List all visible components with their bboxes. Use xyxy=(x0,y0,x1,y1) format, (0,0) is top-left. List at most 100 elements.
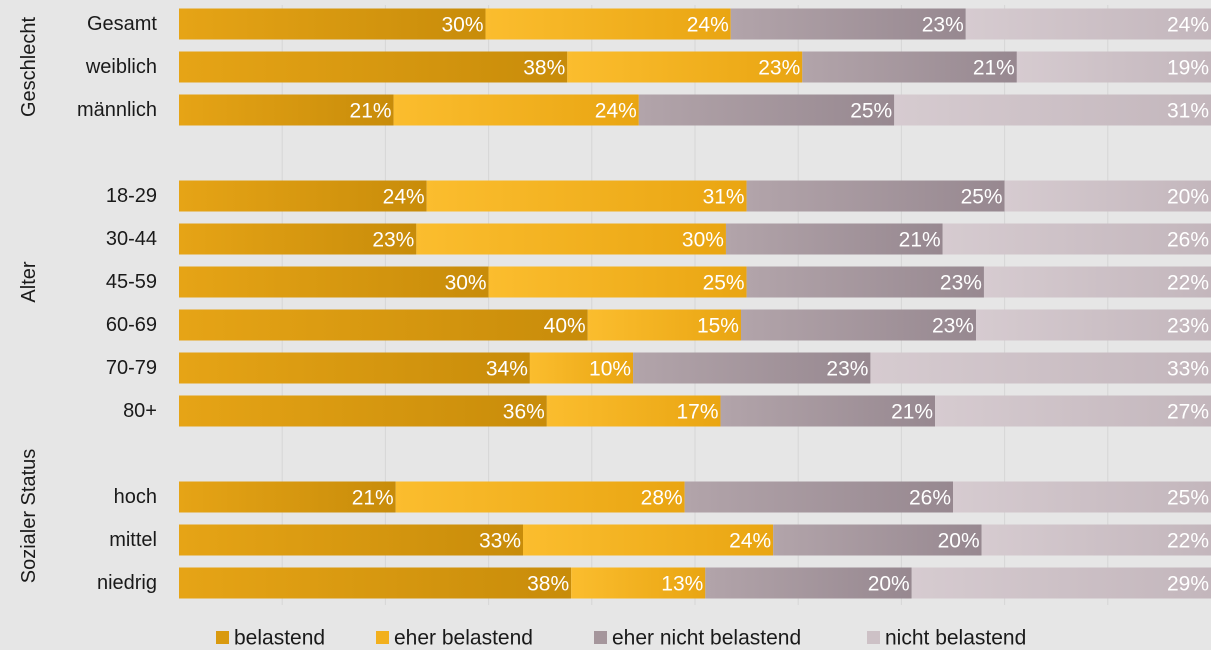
category-label: hoch xyxy=(114,486,157,508)
value-label: 25% xyxy=(703,272,745,295)
legend-label: nicht belastend xyxy=(885,627,1026,650)
value-label: 17% xyxy=(677,401,719,424)
category-label: mittel xyxy=(109,529,157,551)
category-label: niedrig xyxy=(97,572,157,594)
value-label: 23% xyxy=(1167,315,1209,338)
bar-segment xyxy=(705,567,912,599)
value-label: 19% xyxy=(1167,57,1209,80)
legend-item: eher nicht belastend xyxy=(594,627,801,650)
legend-item: nicht belastend xyxy=(867,627,1026,650)
bar-segment xyxy=(523,524,774,556)
bar-segment xyxy=(730,8,966,40)
group-label: Sozialer Status xyxy=(18,449,40,584)
value-label: 22% xyxy=(1167,530,1209,553)
bar-segment xyxy=(746,180,1005,212)
value-label: 25% xyxy=(850,100,892,123)
value-label: 24% xyxy=(687,14,729,37)
bar-segment xyxy=(179,395,547,427)
bar-segment xyxy=(546,395,721,427)
bar-segment xyxy=(981,524,1211,556)
bar-segment xyxy=(802,51,1017,83)
category-label: weiblich xyxy=(85,56,157,78)
bar-segment xyxy=(1016,51,1211,83)
value-label: 24% xyxy=(1167,14,1209,37)
bar-segment xyxy=(179,180,427,212)
value-label: 33% xyxy=(1167,358,1209,381)
bar-segment xyxy=(587,309,741,341)
value-label: 30% xyxy=(442,14,484,37)
bar-segment xyxy=(638,94,895,126)
value-label: 30% xyxy=(445,272,487,295)
value-label: 38% xyxy=(523,57,565,80)
value-label: 22% xyxy=(1167,272,1209,295)
bar-segment xyxy=(746,266,984,298)
bar-segment xyxy=(179,481,396,513)
group-label: Geschlecht xyxy=(18,17,40,117)
bar-row: mittel 33% 24% 20% 22% xyxy=(109,524,1211,556)
bar-segment xyxy=(725,223,943,255)
bar-row: 60-69 40% 15% 23% 23% xyxy=(106,309,1211,341)
value-label: 15% xyxy=(697,315,739,338)
value-label: 40% xyxy=(544,315,586,338)
value-label: 26% xyxy=(1167,229,1209,252)
category-label: 18-29 xyxy=(106,185,157,207)
value-label: 29% xyxy=(1167,573,1209,596)
value-label: 34% xyxy=(486,358,528,381)
value-label: 24% xyxy=(383,186,425,209)
legend-swatch xyxy=(867,631,880,644)
bar-segment xyxy=(911,567,1211,599)
bar-row: männlich 21% 24% 25% 31% xyxy=(77,94,1211,126)
value-label: 21% xyxy=(973,57,1015,80)
value-label: 38% xyxy=(527,573,569,596)
group-labels: Geschlecht Alter Sozialer Status xyxy=(18,17,40,584)
value-label: 26% xyxy=(909,487,951,510)
bar-segment xyxy=(942,223,1211,255)
bar-segment xyxy=(485,8,731,40)
legend-label: belastend xyxy=(234,627,325,650)
bar-segment xyxy=(426,180,747,212)
category-label: Gesamt xyxy=(87,13,157,35)
bar-segment xyxy=(179,352,530,384)
value-label: 25% xyxy=(961,186,1003,209)
bar-segment xyxy=(179,266,489,298)
value-label: 13% xyxy=(661,573,703,596)
bar-segment xyxy=(935,395,1211,427)
bar-segment xyxy=(571,567,706,599)
category-label: männlich xyxy=(77,99,157,121)
value-label: 10% xyxy=(589,358,631,381)
value-label: 36% xyxy=(503,401,545,424)
value-label: 21% xyxy=(352,487,394,510)
bar-row: 30-44 23% 30% 21% 26% xyxy=(106,223,1211,255)
bar-row: weiblich 38% 23% 21% 19% xyxy=(85,51,1211,83)
value-label: 20% xyxy=(1167,186,1209,209)
bar-row: 18-29 24% 31% 25% 20% xyxy=(106,180,1211,212)
bar-segment xyxy=(894,94,1211,126)
value-label: 27% xyxy=(1167,401,1209,424)
legend-swatch xyxy=(594,631,607,644)
bar-segment xyxy=(965,8,1211,40)
value-label: 21% xyxy=(899,229,941,252)
bar-segment xyxy=(975,309,1211,341)
category-label: 70-79 xyxy=(106,357,157,379)
bar-row: hoch 21% 28% 26% 25% xyxy=(114,481,1211,513)
legend-item: belastend xyxy=(216,627,325,650)
bar-segment xyxy=(773,524,982,556)
value-label: 24% xyxy=(595,100,637,123)
value-label: 31% xyxy=(1167,100,1209,123)
category-label: 45-59 xyxy=(106,271,157,293)
bar-row: 70-79 34% 10% 23% 33% xyxy=(106,352,1211,384)
value-label: 23% xyxy=(758,57,800,80)
bar-segment xyxy=(1004,180,1211,212)
bar-segment xyxy=(179,94,394,126)
value-label: 23% xyxy=(932,315,974,338)
bar-segment xyxy=(179,223,417,255)
value-label: 30% xyxy=(682,229,724,252)
bar-segment xyxy=(633,352,871,384)
bar-segment xyxy=(529,352,634,384)
bar-segment xyxy=(983,266,1211,298)
bar-segment xyxy=(720,395,936,427)
category-label: 30-44 xyxy=(106,228,157,250)
bar-segment xyxy=(953,481,1211,513)
bar-row: Gesamt 30% 24% 23% 24% xyxy=(87,8,1211,40)
